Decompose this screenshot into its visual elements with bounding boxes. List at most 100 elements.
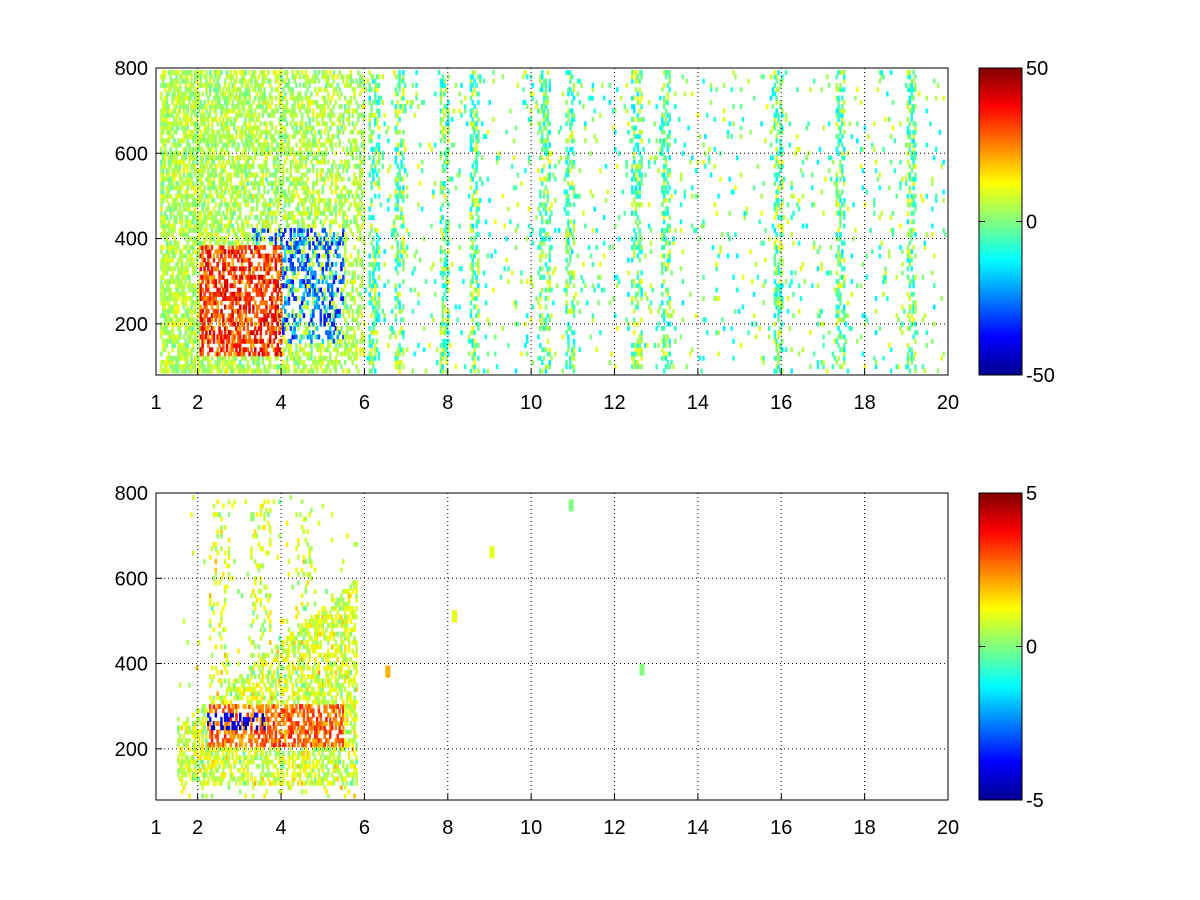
heatmap-cell xyxy=(197,138,201,144)
heatmap-cell xyxy=(314,232,317,238)
heatmap-cell xyxy=(235,163,238,169)
heatmap-cell xyxy=(289,351,293,357)
heatmap-cell xyxy=(162,287,165,293)
heatmap-cell xyxy=(329,112,332,118)
heatmap-cell xyxy=(308,279,311,284)
heatmap-cell xyxy=(223,249,227,255)
heatmap-cell xyxy=(180,300,184,306)
heatmap-cell xyxy=(269,304,272,310)
heatmap-cell xyxy=(171,82,174,88)
heatmap-cell xyxy=(282,104,285,110)
heatmap-cell xyxy=(173,91,176,97)
heatmap-cell xyxy=(252,193,255,199)
heatmap-cell xyxy=(250,108,253,114)
heatmap-cell xyxy=(355,206,358,212)
heatmap-cell xyxy=(239,343,242,348)
heatmap-cell xyxy=(274,176,278,182)
heatmap-cell xyxy=(323,253,326,259)
heatmap-cell xyxy=(186,185,189,191)
heatmap-cell xyxy=(162,304,165,310)
heatmap-cell xyxy=(216,189,219,195)
heatmap-cell xyxy=(329,330,332,336)
heatmap-cell xyxy=(270,326,274,331)
heatmap-cell xyxy=(310,159,313,165)
heatmap-cell xyxy=(344,317,347,323)
heatmap-cell xyxy=(270,172,274,178)
heatmap-cell xyxy=(220,313,223,319)
heatmap-cell xyxy=(314,326,317,331)
heatmap-cell xyxy=(165,112,169,118)
heatmap-cell xyxy=(257,87,261,93)
heatmap-cell xyxy=(272,249,276,255)
heatmap-cell xyxy=(327,202,330,208)
heatmap-cell xyxy=(199,82,203,88)
heatmap-cell xyxy=(210,291,214,297)
heatmap-cell xyxy=(190,283,193,289)
heatmap-cell xyxy=(338,193,341,199)
heatmap-cell xyxy=(342,163,345,169)
heatmap-cell xyxy=(272,283,276,289)
heatmap-cell xyxy=(389,193,392,199)
heatmap-cell xyxy=(392,232,396,238)
heatmap-cell xyxy=(272,202,276,208)
heatmap-cell xyxy=(167,249,171,255)
heatmap-cell xyxy=(163,321,167,327)
heatmap-cell xyxy=(237,104,240,110)
heatmap-cell xyxy=(257,351,261,357)
heatmap-cell xyxy=(355,262,358,267)
heatmap-cell xyxy=(291,104,294,110)
heatmap-cell xyxy=(252,198,255,203)
heatmap-cell xyxy=(370,240,373,246)
heatmap-cell xyxy=(248,308,251,314)
heatmap-cell xyxy=(212,308,216,314)
heatmap-cell xyxy=(186,232,189,238)
heatmap-cell xyxy=(345,257,349,263)
heatmap-cell xyxy=(163,347,167,353)
heatmap-cell xyxy=(308,257,311,263)
heatmap-cell xyxy=(357,129,360,135)
heatmap-cell xyxy=(330,270,334,276)
heatmap-cell xyxy=(295,355,298,361)
heatmap-cell xyxy=(240,91,244,97)
heatmap-cell xyxy=(250,338,253,344)
heatmap-cell xyxy=(182,300,186,306)
heatmap-cell xyxy=(340,326,343,331)
heatmap-cell xyxy=(330,121,334,127)
heatmap-cell xyxy=(180,313,184,319)
heatmap-cell xyxy=(246,125,249,131)
heatmap-cell xyxy=(274,249,278,255)
heatmap-cell xyxy=(270,257,274,263)
heatmap-cell xyxy=(235,91,238,97)
heatmap-cell xyxy=(259,317,263,323)
heatmap-cell xyxy=(229,95,233,101)
heatmap-cell xyxy=(332,274,336,280)
heatmap-cell xyxy=(212,87,216,93)
heatmap-cell xyxy=(353,279,356,284)
heatmap-cell xyxy=(261,253,264,259)
heatmap-cell xyxy=(435,360,439,365)
heatmap-cell xyxy=(409,104,413,110)
heatmap-cell xyxy=(319,343,323,348)
heatmap-cell xyxy=(282,321,285,327)
heatmap-cell xyxy=(171,159,174,165)
heatmap-cell xyxy=(291,215,294,220)
heatmap-cell xyxy=(293,185,296,191)
heatmap-cell xyxy=(216,227,219,233)
heatmap-cell xyxy=(244,95,248,101)
heatmap-cell xyxy=(300,257,304,263)
heatmap-cell xyxy=(323,274,326,280)
heatmap-cell xyxy=(175,121,178,127)
heatmap-cell xyxy=(261,95,264,101)
heatmap-cell xyxy=(345,189,349,195)
heatmap-cell xyxy=(299,159,302,165)
heatmap-cell xyxy=(304,198,308,203)
heatmap-cell xyxy=(225,117,229,122)
heatmap-cell xyxy=(254,360,257,365)
heatmap-cell xyxy=(284,270,287,276)
heatmap-cell xyxy=(192,283,195,289)
heatmap-cell xyxy=(229,330,233,336)
heatmap-cell xyxy=(342,262,345,267)
heatmap-cell xyxy=(199,185,203,191)
heatmap-cell xyxy=(242,334,246,340)
heatmap-cell xyxy=(319,142,323,148)
